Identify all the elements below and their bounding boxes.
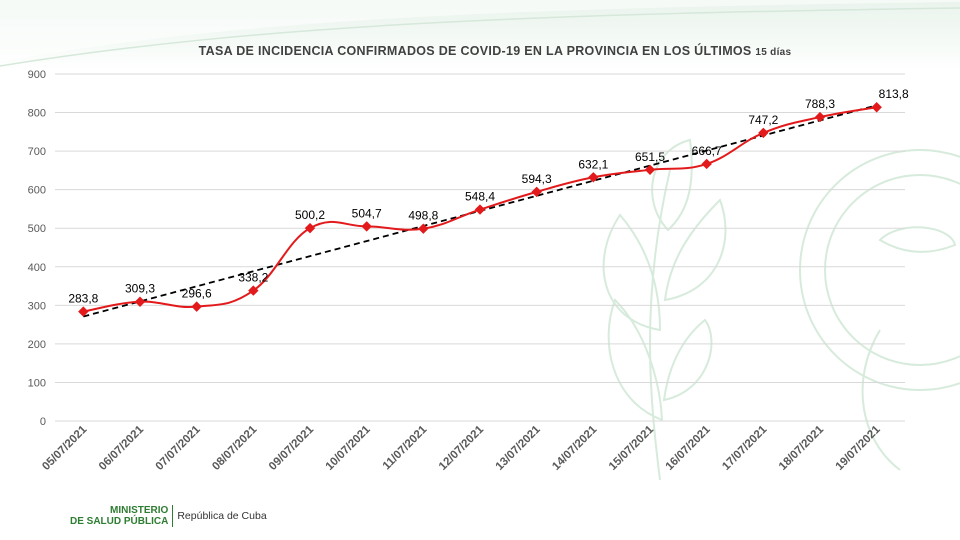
y-tick-label: 100 xyxy=(28,377,46,389)
y-tick-label: 0 xyxy=(40,416,46,428)
republica-text: República de Cuba xyxy=(177,510,267,522)
data-label: 548,4 xyxy=(465,190,495,204)
x-tick-label: 09/07/2021 xyxy=(267,423,317,473)
data-point xyxy=(248,285,259,296)
data-point xyxy=(871,102,882,113)
y-tick-label: 500 xyxy=(28,223,46,235)
data-point xyxy=(418,223,429,234)
x-tick-label: 10/07/2021 xyxy=(324,423,374,473)
y-tick-label: 800 xyxy=(28,108,46,120)
data-label: 788,3 xyxy=(805,97,835,111)
x-tick-label: 06/07/2021 xyxy=(97,423,147,473)
ministerio-logo: MINISTERIO DE SALUD PÚBLICA xyxy=(70,505,174,527)
data-label: 283,8 xyxy=(68,292,98,306)
data-point xyxy=(78,306,89,317)
chart-title-suffix: 15 días xyxy=(755,47,792,58)
data-label: 813,8 xyxy=(879,87,909,101)
x-tick-label: 14/07/2021 xyxy=(550,423,600,473)
data-point xyxy=(644,164,656,176)
y-tick-label: 200 xyxy=(28,339,46,351)
data-label: 504,7 xyxy=(352,206,382,220)
chart-title-text: TASA DE INCIDENCIA CONFIRMADOS DE COVID-… xyxy=(198,44,752,58)
data-point xyxy=(701,158,712,170)
data-label: 338,2 xyxy=(238,271,268,285)
data-label: 747,2 xyxy=(748,113,778,127)
x-tick-label: 11/07/2021 xyxy=(381,423,430,472)
footer-logo: MINISTERIO DE SALUD PÚBLICA República de… xyxy=(70,500,267,532)
x-tick-label: 19/07/2021 xyxy=(834,423,884,473)
y-tick-label: 900 xyxy=(28,69,46,81)
y-tick-label: 300 xyxy=(28,300,46,312)
data-label: 500,2 xyxy=(295,208,325,222)
header-curve xyxy=(0,0,960,67)
data-label: 666,7 xyxy=(692,144,722,158)
data-point xyxy=(588,172,599,183)
x-tick-label: 13/07/2021 xyxy=(494,423,544,473)
x-tick-label: 07/07/2021 xyxy=(154,423,204,473)
data-point xyxy=(304,222,316,234)
data-point xyxy=(531,186,542,198)
data-label: 651,5 xyxy=(635,150,665,164)
data-point xyxy=(474,204,486,215)
x-tick-label: 05/07/2021 xyxy=(40,423,90,473)
y-tick-label: 400 xyxy=(28,262,46,274)
ministerio-line1: MINISTERIO xyxy=(110,505,169,516)
data-point xyxy=(134,296,146,307)
data-label: 632,1 xyxy=(578,157,608,171)
x-tick-label: 18/07/2021 xyxy=(777,423,827,473)
x-tick-label: 12/07/2021 xyxy=(437,423,487,473)
x-tick-label: 15/07/2021 xyxy=(607,423,657,473)
x-tick-label: 08/07/2021 xyxy=(210,423,260,473)
data-point xyxy=(191,301,202,312)
data-point xyxy=(758,127,769,139)
data-point xyxy=(361,221,372,232)
ministerio-line2: DE SALUD PÚBLICA xyxy=(70,516,169,527)
data-point xyxy=(814,111,826,123)
data-label: 498,8 xyxy=(408,209,438,223)
chart-title: TASA DE INCIDENCIA CONFIRMADOS DE COVID-… xyxy=(0,44,960,58)
data-label: 309,3 xyxy=(125,282,155,296)
x-tick-label: 17/07/2021 xyxy=(720,423,770,473)
y-tick-label: 600 xyxy=(28,185,46,197)
x-tick-label: 16/07/2021 xyxy=(664,423,714,473)
data-label: 296,6 xyxy=(182,287,212,301)
y-tick-label: 700 xyxy=(28,146,46,158)
data-label: 594,3 xyxy=(522,172,552,186)
